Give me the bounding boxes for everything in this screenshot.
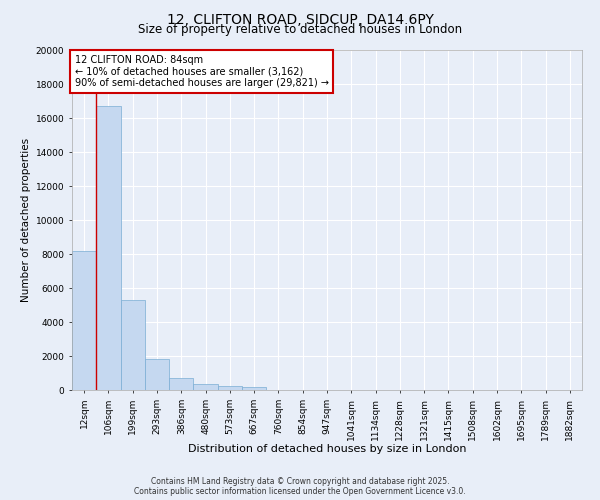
Bar	[193, 384, 218, 390]
Bar	[96, 106, 121, 390]
Bar	[218, 386, 242, 390]
Text: 12, CLIFTON ROAD, SIDCUP, DA14 6PY: 12, CLIFTON ROAD, SIDCUP, DA14 6PY	[167, 12, 433, 26]
Bar	[169, 378, 193, 390]
Bar	[121, 300, 145, 390]
X-axis label: Distribution of detached houses by size in London: Distribution of detached houses by size …	[188, 444, 466, 454]
Text: Contains HM Land Registry data © Crown copyright and database right 2025.
Contai: Contains HM Land Registry data © Crown c…	[134, 476, 466, 496]
Bar	[72, 250, 96, 390]
Text: Size of property relative to detached houses in London: Size of property relative to detached ho…	[138, 22, 462, 36]
Y-axis label: Number of detached properties: Number of detached properties	[22, 138, 31, 302]
Bar	[145, 360, 169, 390]
Bar	[242, 386, 266, 390]
Text: 12 CLIFTON ROAD: 84sqm
← 10% of detached houses are smaller (3,162)
90% of semi-: 12 CLIFTON ROAD: 84sqm ← 10% of detached…	[74, 55, 329, 88]
